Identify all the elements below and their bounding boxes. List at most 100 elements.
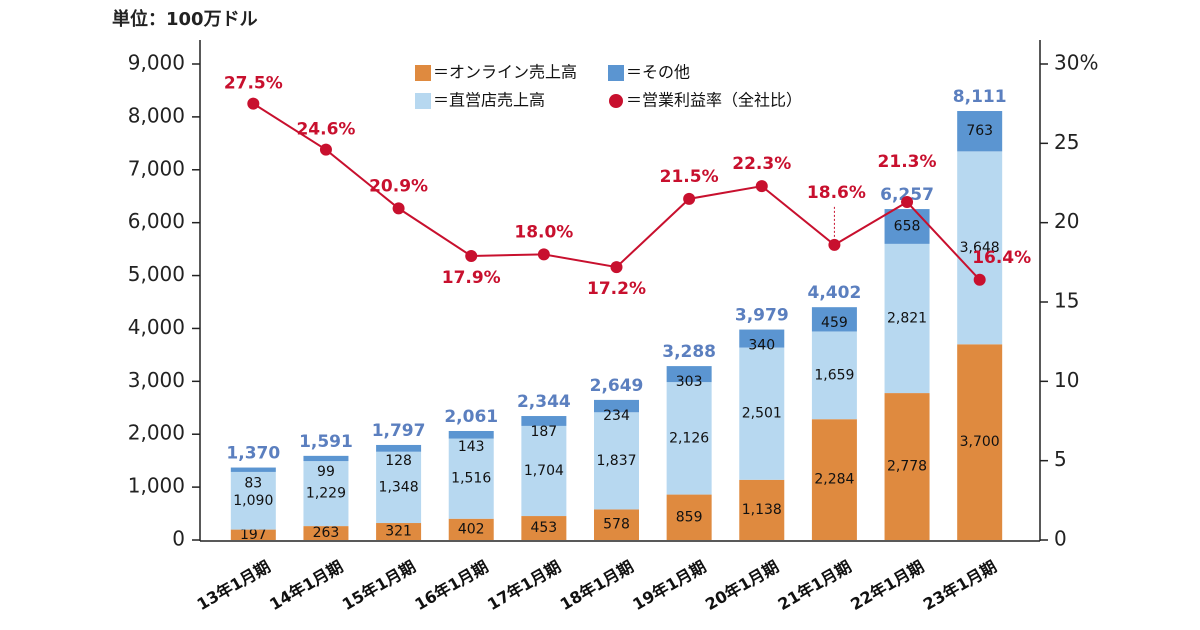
bar-segment <box>594 509 639 540</box>
margin-label: 27.5% <box>224 74 283 94</box>
bar-value-label: 2,778 <box>887 459 927 475</box>
bar-segment <box>448 430 494 439</box>
margin-point <box>683 192 696 205</box>
bar-segment <box>739 347 785 480</box>
bar-segment <box>884 209 930 244</box>
bar-segment <box>303 461 349 527</box>
margin-point <box>247 97 260 110</box>
bar-value-label: 859 <box>676 509 703 525</box>
y-tick-label: 7,000 <box>128 156 185 180</box>
bar-segment <box>448 518 494 540</box>
bar-segment <box>521 425 567 517</box>
bar-value-label: 658 <box>894 218 921 234</box>
margin-point <box>319 143 332 156</box>
unit-label: 単位：100万ドル <box>112 8 258 30</box>
x-tick-label: 13年1月期 <box>194 557 274 614</box>
y-tick-label: 4,000 <box>128 315 185 339</box>
x-tick-label: 16年1月期 <box>411 557 491 614</box>
bar-value-label: 453 <box>530 520 557 536</box>
y-tick-label: 8,000 <box>128 103 185 127</box>
margin-point <box>537 248 550 261</box>
bar-value-label: 1,090 <box>233 493 273 509</box>
margin-label: 18.6% <box>807 183 866 203</box>
bar-segment <box>376 444 422 452</box>
margin-label: 21.5% <box>660 167 719 187</box>
bar-segment <box>666 382 712 495</box>
x-tick-label: 19年1月期 <box>629 557 709 614</box>
bar-value-label: 1,659 <box>814 367 854 383</box>
legend-label: ＝営業利益率（全社比） <box>626 91 802 110</box>
bar-segment <box>230 471 276 530</box>
x-tick-label: 22年1月期 <box>847 557 927 614</box>
margin-point <box>392 202 405 215</box>
bar-segment <box>594 399 639 413</box>
bar-segment <box>521 416 567 426</box>
bar-segment <box>303 455 349 462</box>
margin-label: 17.2% <box>587 279 646 299</box>
total-label: 1,370 <box>226 444 280 464</box>
margin-label: 24.6% <box>296 120 355 140</box>
bar-value-label: 2,501 <box>742 406 782 422</box>
total-label: 4,402 <box>808 283 862 303</box>
bar-value-label: 197 <box>240 527 267 543</box>
y-tick-label: 0 <box>172 527 185 551</box>
margin-point <box>755 180 768 193</box>
bar-segment <box>521 516 567 540</box>
y-tick-label: 5,000 <box>128 262 185 286</box>
x-tick-label: 14年1月期 <box>266 557 346 614</box>
bar-value-label: 763 <box>966 123 993 139</box>
legend-label: ＝その他 <box>626 63 690 82</box>
y2-tick-label: 10 <box>1054 368 1079 392</box>
bar-segment <box>739 479 785 540</box>
legend-marker <box>609 94 623 108</box>
bar-segment <box>666 494 712 540</box>
bar-value-label: 263 <box>313 525 340 541</box>
bar-value-label: 234 <box>603 408 630 424</box>
margin-label: 17.9% <box>442 268 501 288</box>
bar-segment <box>957 151 1003 345</box>
y2-tick-label: 20 <box>1054 209 1079 233</box>
bar-value-label: 1,516 <box>451 471 491 487</box>
bar-segment <box>884 243 930 394</box>
bar-value-label: 2,821 <box>887 310 927 326</box>
margin-point <box>610 261 623 274</box>
bar-value-label: 1,138 <box>742 502 782 518</box>
y2-tick-label: 5 <box>1054 447 1067 471</box>
margin-label: 20.9% <box>369 176 428 196</box>
y2-tick-label: 15 <box>1054 289 1079 313</box>
y-tick-label: 2,000 <box>128 421 185 445</box>
bar-value-label: 83 <box>244 476 262 492</box>
total-label: 3,979 <box>735 306 789 326</box>
bar-segment <box>230 467 276 472</box>
bar-segment <box>811 331 857 420</box>
margin-label: 22.3% <box>732 154 791 174</box>
bar-segment <box>666 366 712 383</box>
bar-value-label: 143 <box>458 439 485 455</box>
bar-segment <box>376 451 422 524</box>
x-tick-label: 20年1月期 <box>702 557 782 614</box>
margin-label: 18.0% <box>514 222 573 242</box>
bar-segment <box>448 438 494 519</box>
bar-value-label: 2,126 <box>669 430 709 446</box>
total-label: 6,257 <box>880 185 934 205</box>
bar-segment <box>884 393 930 540</box>
bar-value-label: 1,348 <box>379 479 419 495</box>
y2-tick-label: 25 <box>1054 130 1079 154</box>
bar-segment <box>811 419 857 540</box>
total-label: 3,288 <box>662 342 716 362</box>
bar-value-label: 340 <box>748 338 775 354</box>
total-label: 1,591 <box>299 432 353 452</box>
margin-label: 21.3% <box>878 152 937 172</box>
y2-tick-label: 0 <box>1054 527 1067 551</box>
bar-value-label: 3,700 <box>960 434 1000 450</box>
bar-segment <box>594 412 639 510</box>
legend-label: ＝オンライン売上高 <box>433 63 577 82</box>
bar-value-label: 459 <box>821 315 848 331</box>
bar-value-label: 3,648 <box>960 240 1000 256</box>
bar-value-label: 303 <box>676 374 703 390</box>
margin-point <box>973 273 986 286</box>
bar-value-label: 99 <box>317 464 335 480</box>
x-tick-label: 23年1月期 <box>920 557 1000 614</box>
bar-value-label: 402 <box>458 521 485 537</box>
